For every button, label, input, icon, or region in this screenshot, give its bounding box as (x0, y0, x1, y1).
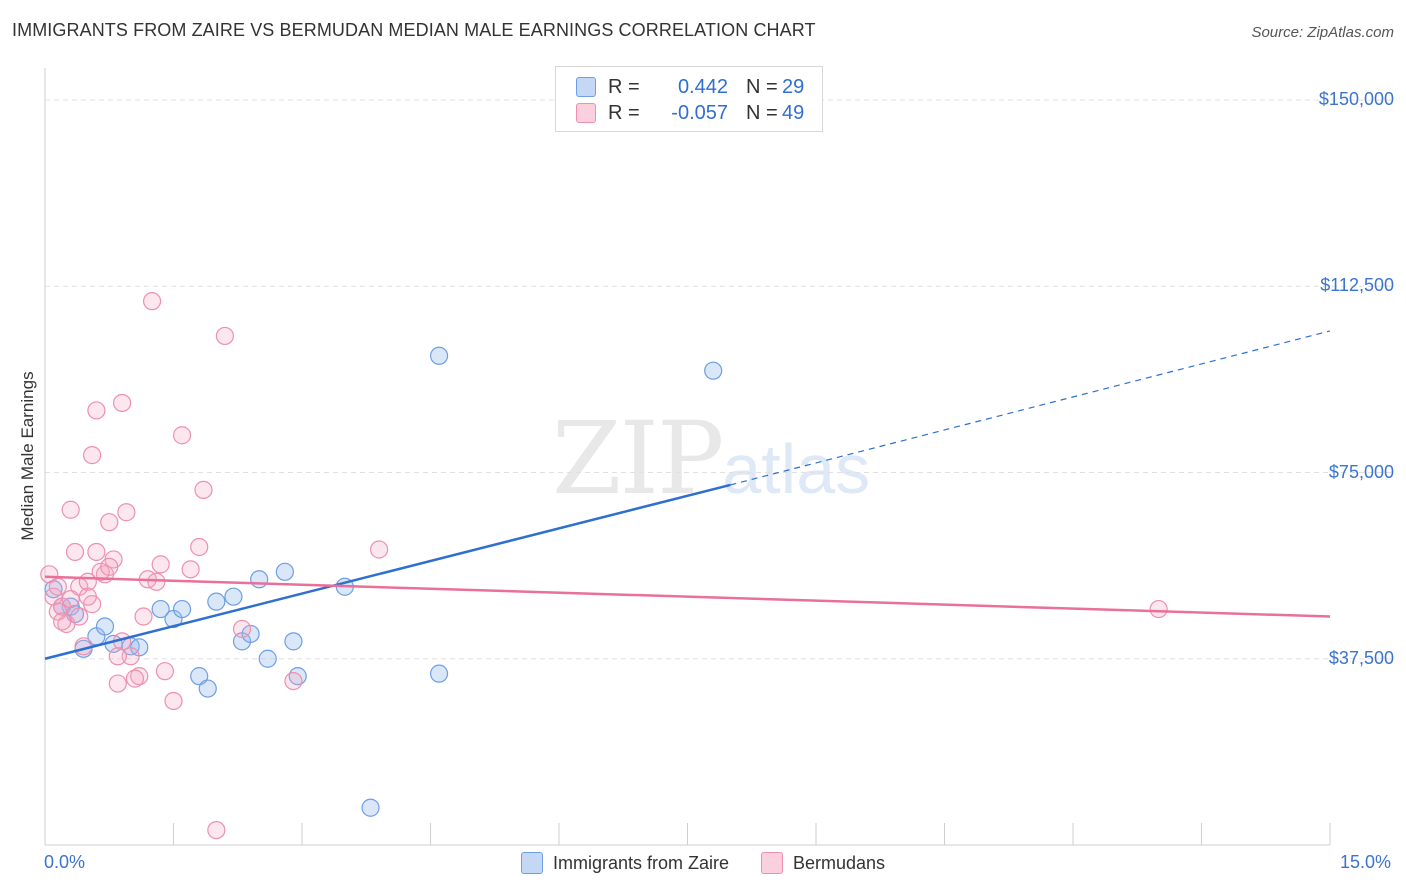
bermudan-point (83, 446, 102, 465)
bermudan-point (100, 557, 119, 576)
bermudan-point (100, 513, 119, 532)
bermudan-point (125, 669, 145, 688)
bermudan-point (172, 426, 192, 445)
bermudan-point (48, 577, 67, 596)
bermudan-point (207, 820, 226, 840)
bermudan-point (190, 537, 209, 557)
watermark-atlas: atlas (722, 430, 871, 508)
series-legend: Immigrants from Zaire Bermudans (0, 852, 1406, 874)
r-label: R = (608, 75, 640, 98)
stats-legend: R = 0.442 N = 29 R = -0.057 N = 49 (555, 66, 823, 132)
n-label: N = (746, 75, 778, 98)
bermudan-point (155, 662, 175, 681)
bermudan-point (61, 500, 80, 519)
bermudan-point (181, 560, 200, 579)
bermudan-point (284, 671, 303, 691)
bermudan-point (121, 647, 140, 666)
bermudan-point (78, 587, 97, 606)
zaire-swatch (576, 77, 596, 97)
bermudan-point (147, 572, 166, 591)
bermudan-point (53, 612, 72, 631)
zaire-point (190, 667, 209, 686)
gridlines (45, 99, 1395, 660)
bermudan-point (70, 607, 89, 626)
n-value: 29 (782, 75, 805, 98)
legend-item-bermudans[interactable]: Bermudans (760, 852, 886, 874)
zaire-point (275, 562, 294, 581)
zaire-trend-extension (730, 330, 1331, 486)
zaire-point (95, 617, 115, 636)
bermudan-point (108, 674, 127, 693)
zaire-point (429, 664, 449, 683)
n-label: N = (746, 101, 778, 124)
bermudan-point (87, 401, 106, 420)
source-label: Source: ZipAtlas.com (1251, 24, 1394, 41)
bermudan-point (87, 542, 106, 562)
x-tick-label-min: 0.0% (44, 852, 86, 872)
n-value: 49 (782, 101, 805, 124)
legend-label-bermudans: Bermudans (792, 852, 886, 873)
bermudan-point (215, 326, 234, 346)
bermudan-point (151, 555, 170, 574)
bermudan-point (108, 647, 127, 666)
bermudan-point (112, 393, 132, 413)
bermudans-swatch (576, 103, 596, 123)
axes (44, 68, 1331, 846)
bermudan-point (65, 542, 85, 562)
bermudan-trend-line (44, 575, 1331, 618)
chart-title: IMMIGRANTS FROM ZAIRE VS BERMUDAN MEDIAN… (12, 20, 816, 40)
bermudan-points (40, 292, 1168, 840)
zaire-point (241, 624, 260, 644)
zaire-point (429, 346, 449, 365)
bermudan-point (117, 503, 136, 522)
zaire-point (207, 592, 226, 611)
x-tick-label-max: 15.0% (1340, 852, 1392, 872)
r-label: R = (608, 101, 640, 124)
y-tick-label: $150,000 (1318, 89, 1394, 109)
stats-row-bermudans: R = -0.057 N = 49 (576, 101, 804, 125)
bermudan-point (370, 540, 389, 559)
bermudan-point (1149, 599, 1168, 619)
zaire-point (172, 599, 192, 619)
bermudan-point (164, 691, 183, 711)
legend-item-zaire[interactable]: Immigrants from Zaire (520, 852, 729, 874)
bermudan-point (194, 480, 213, 499)
trend-lines (44, 330, 1331, 660)
bermudan-point (40, 565, 59, 584)
bermudan-point (232, 619, 252, 639)
zaire-point (198, 679, 217, 698)
zaire-point (258, 649, 277, 668)
zaire-point (704, 361, 723, 380)
legend-label-zaire: Immigrants from Zaire (552, 852, 729, 873)
bermudans-legend-swatch (760, 852, 783, 874)
bermudan-point (61, 590, 80, 609)
zaire-legend-swatch (520, 852, 543, 874)
bermudan-point (48, 602, 67, 621)
zaire-point (284, 632, 303, 651)
y-tick-label: $112,500 (1320, 275, 1394, 296)
bermudan-point (134, 607, 153, 626)
stats-row-zaire: R = 0.442 N = 29 (576, 75, 804, 99)
zaire-point (361, 798, 380, 817)
zaire-point (224, 587, 243, 606)
bermudan-point (91, 562, 110, 581)
r-value: -0.057 (671, 101, 728, 124)
y-tick-label: $37,500 (1328, 647, 1394, 668)
zaire-point (151, 599, 170, 619)
y-tick-label: $75,000 (1328, 461, 1394, 482)
y-axis-label: Median Male Earnings (18, 371, 37, 541)
watermark-zip: ZIP (552, 400, 724, 517)
watermark: ZIPatlas (552, 400, 870, 517)
r-value: 0.442 (677, 75, 728, 98)
zaire-point (250, 570, 269, 589)
zaire-trend-line (44, 483, 731, 660)
bermudan-point (142, 292, 162, 311)
